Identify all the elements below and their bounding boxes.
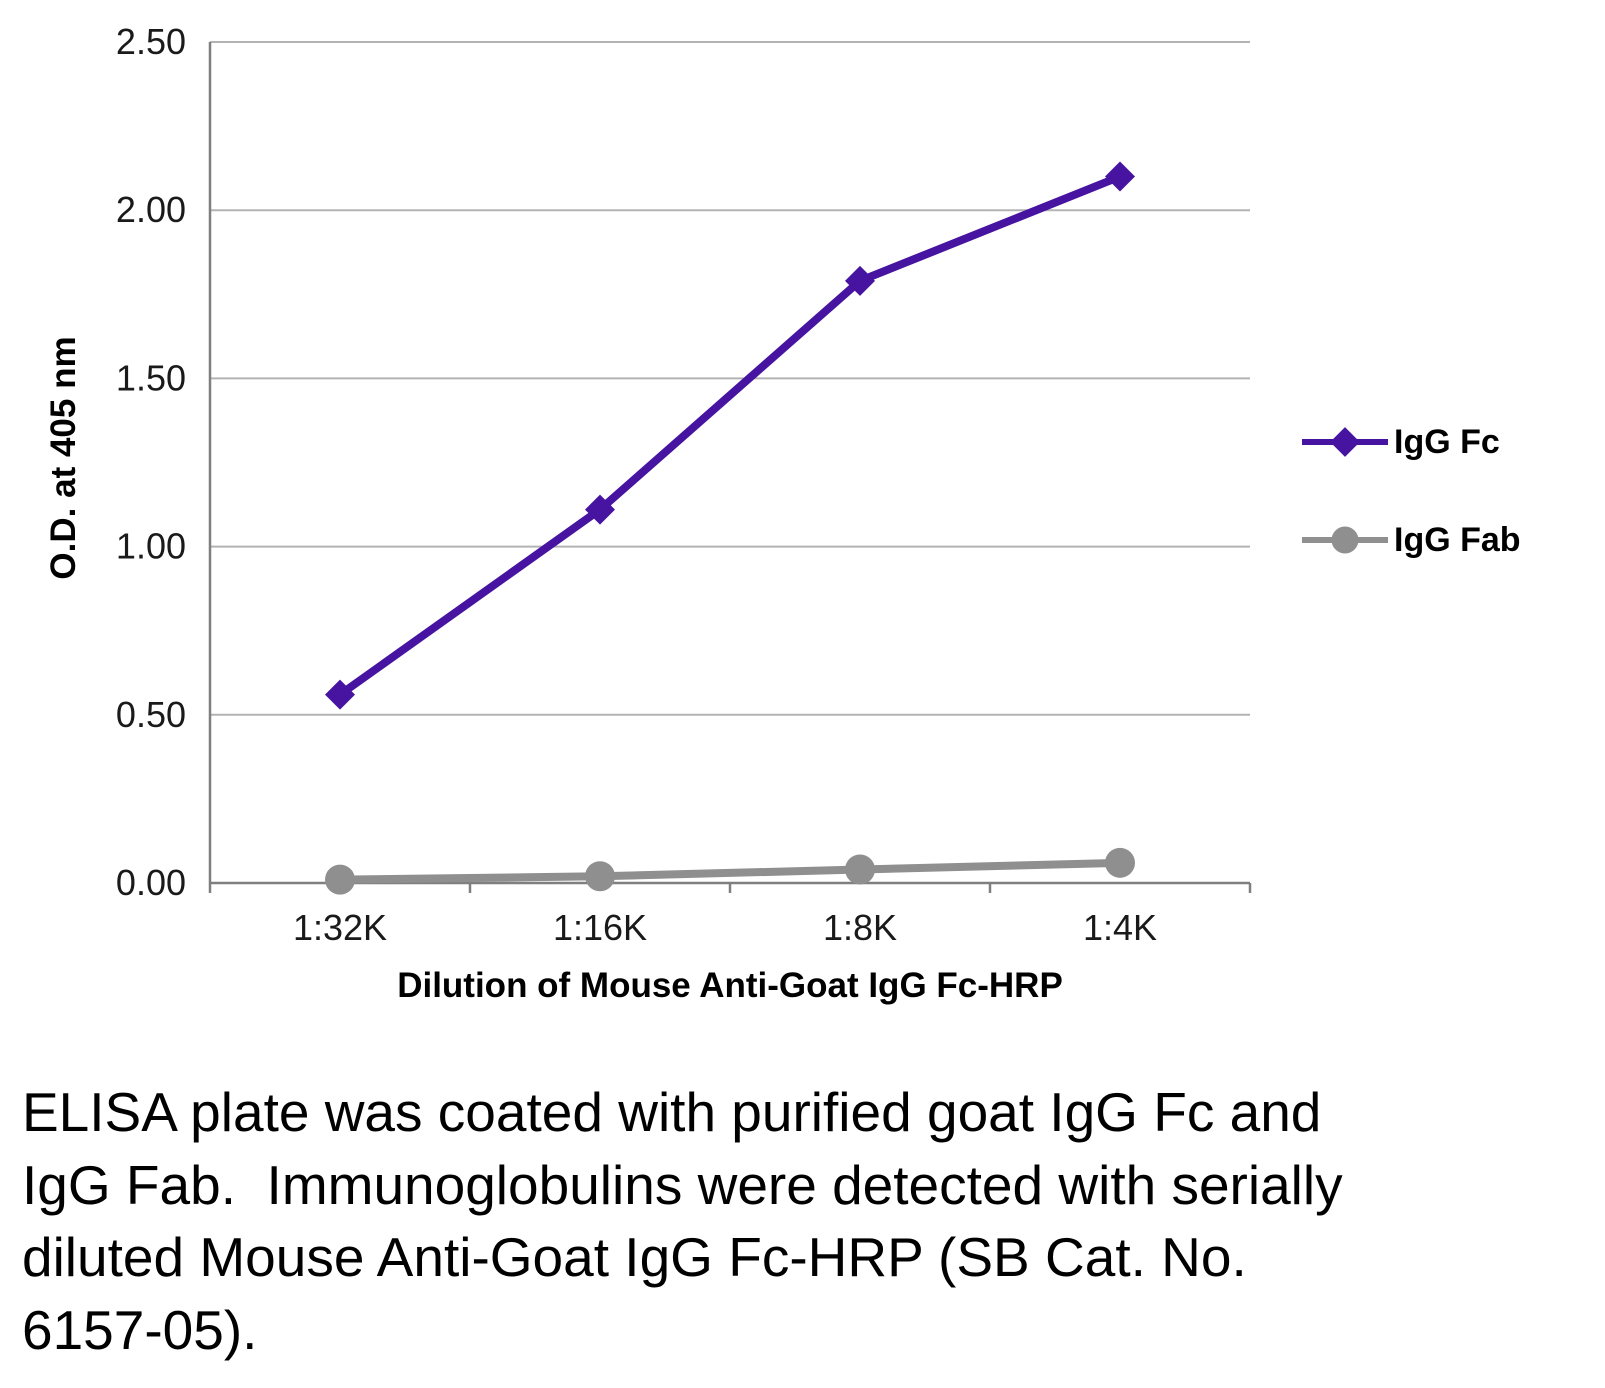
circle-marker-icon	[1302, 522, 1388, 558]
plot-area: 0.00 0.50 1.00 1.50 2.00 2.50 1:32K 1:16K 1:8K 1:…	[116, 21, 1252, 948]
y-tick-label: 2.00	[116, 189, 186, 230]
x-tick-label: 1:8K	[823, 907, 897, 948]
diamond-icon	[1330, 427, 1360, 457]
x-tick-label: 1:32K	[293, 907, 387, 948]
data-point-diamond	[585, 494, 615, 525]
legend-label-igg-fc: IgG Fc	[1394, 423, 1500, 461]
legend-item-igg-fab: IgG Fab	[1302, 522, 1521, 558]
legend-label-igg-fab: IgG Fab	[1394, 521, 1521, 559]
series-line-igg-fab	[336, 858, 1124, 884]
data-point-diamond	[325, 679, 355, 710]
x-tick-label: 1:16K	[553, 907, 647, 948]
x-tick-label: 1:4K	[1083, 907, 1157, 948]
data-point-circle	[845, 854, 875, 885]
y-tick-label: 1.50	[116, 357, 186, 398]
diamond-marker-icon	[1302, 424, 1388, 460]
y-tick-label: 0.00	[116, 862, 186, 903]
x-axis-title: Dilution of Mouse Anti-Goat IgG Fc-HRP	[397, 966, 1063, 1005]
circle-icon	[1331, 526, 1359, 554]
figure-caption: ELISA plate was coated with purified goa…	[22, 1081, 1358, 1361]
data-point-circle	[585, 861, 615, 892]
data-point-diamond	[845, 265, 875, 296]
data-point-circle	[325, 864, 355, 895]
data-point-diamond	[1105, 161, 1135, 192]
y-tick-label: 2.50	[116, 21, 186, 62]
y-tick-label: 0.50	[116, 694, 186, 735]
legend-item-igg-fc: IgG Fc	[1302, 424, 1521, 460]
series-line-igg-fc	[336, 172, 1124, 699]
y-tick-label: 1.00	[116, 526, 186, 567]
chart-legend: IgG Fc IgG Fab	[1302, 424, 1521, 558]
data-point-circle	[1105, 847, 1135, 878]
